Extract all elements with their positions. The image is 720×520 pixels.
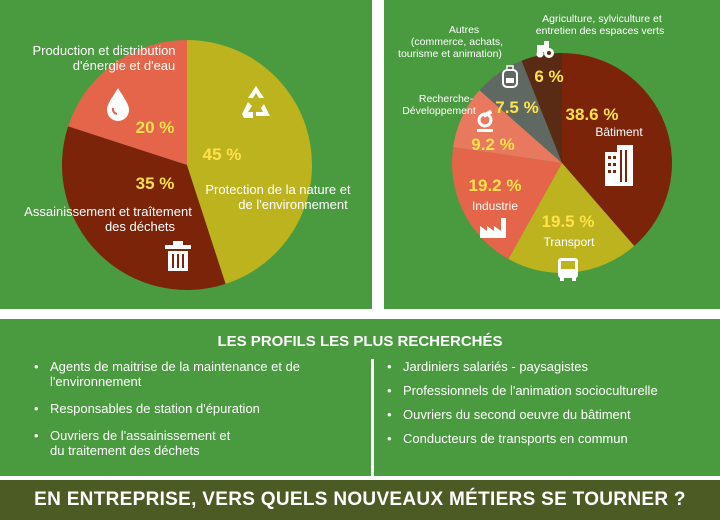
slice-value-label: 9.2 % [471,135,514,154]
list-item: Ouvriers du second oeuvre du bâtiment [387,407,707,422]
backpack-icon [502,65,518,88]
profiles-title: LES PROFILS LES PLUS RECHERCHÉS [217,333,503,350]
slice-category-label: Recherche- [419,93,474,105]
slice-category-label: Autres [449,24,479,36]
slice-category-label: des déchets [105,219,176,234]
pie-slice [62,126,226,290]
slice-category-label: Agriculture, sylviculture et [542,13,662,25]
pie-slice [562,53,672,246]
right-pie-chart: 38.6 % 19.5 % 19.2 % 9.2 % 7.5 % 6 % Bât… [398,13,672,281]
pie-slice [508,163,635,274]
slice-category-label: d'énergie et d'eau [73,58,176,73]
pie-slice [452,147,562,260]
left-pie-chart: 20 % 35 % 45 % Production et distributio… [24,40,351,290]
right-chart-panel: 38.6 % 19.5 % 19.2 % 9.2 % 7.5 % 6 % Bât… [384,0,720,309]
bus-icon [558,258,578,281]
left-chart-panel: 20 % 35 % 45 % Production et distributio… [0,0,372,309]
slice-value-label: 45 % [203,145,242,164]
slice-value-label: 6 % [534,67,563,86]
list-item: Conducteurs de transports en commun [387,431,707,446]
slice-value-label: 35 % [136,174,175,193]
list-item: Ouvriers de l'assainissement et du trait… [34,428,334,458]
factory-icon [480,218,506,238]
list-item-text: Responsables de station d'épuration [50,401,260,416]
slice-value-label: 38.6 % [566,105,619,124]
slice-category-label: Développement [402,105,476,117]
pie-slice [453,90,562,163]
recycle-icon [242,86,270,118]
microscope-icon [477,109,493,132]
footer-banner: EN ENTREPRISE, VERS QUELS NOUVEAUX MÉTIE… [0,480,720,520]
list-item: Responsables de station d'épuration [34,401,334,416]
slice-value-label: 19.5 % [542,212,595,231]
slice-value-label: 19.2 % [469,176,522,195]
slice-category-label: entretien des espaces verts [536,25,664,37]
list-item-text: Agents de maitrise de la maintenance et … [50,359,301,374]
trash-can-icon [165,241,191,271]
list-item-text: Conducteurs de transports en commun [403,431,628,446]
pie-slice [479,60,562,163]
slice-category-label: Industrie [472,199,518,213]
slice-category-label: Bâtiment [595,125,643,139]
tractor-icon [536,41,554,58]
column-divider [371,359,374,476]
slice-category-label: Assainissement et traîtement [24,204,192,219]
water-drop-icon [107,88,129,121]
slice-category-label: Production et distribution [32,43,175,58]
list-item-text: du traitement des déchets [50,443,200,458]
slice-category-label: (commerce, achats, [411,36,503,48]
list-item: Agents de maitrise de la maintenance et … [34,359,334,389]
building-icon [605,145,633,186]
list-item-text: Ouvriers du second oeuvre du bâtiment [403,407,631,422]
pie-slice [68,40,187,165]
list-item: Professionnels de l'animation sociocultu… [387,383,707,398]
pie-slice [521,53,562,163]
list-item-text: Jardiniers salariés - paysagistes [403,359,588,374]
profiles-list-left: Agents de maitrise de la maintenance et … [34,359,334,470]
slice-category-label: Protection de la nature et [205,182,351,197]
slice-category-label: Transport [544,235,596,249]
slice-category-label: tourisme et animation) [398,48,502,60]
list-item: Jardiniers salariés - paysagistes [387,359,707,374]
pie-slice [187,40,312,284]
list-item-text: Professionnels de l'animation sociocultu… [403,383,658,398]
profiles-list-right: Jardiniers salariés - paysagistes Profes… [387,359,707,455]
list-item-text: l'environnement [50,374,142,389]
list-item-text: Ouvriers de l'assainissement et [50,428,231,443]
footer-title: EN ENTREPRISE, VERS QUELS NOUVEAUX MÉTIE… [34,489,686,510]
slice-category-label: de l'environnement [238,197,348,212]
slice-value-label: 20 % [136,118,175,137]
profiles-panel: LES PROFILS LES PLUS RECHERCHÉS Agents d… [0,319,720,476]
slice-value-label: 7.5 % [495,98,538,117]
